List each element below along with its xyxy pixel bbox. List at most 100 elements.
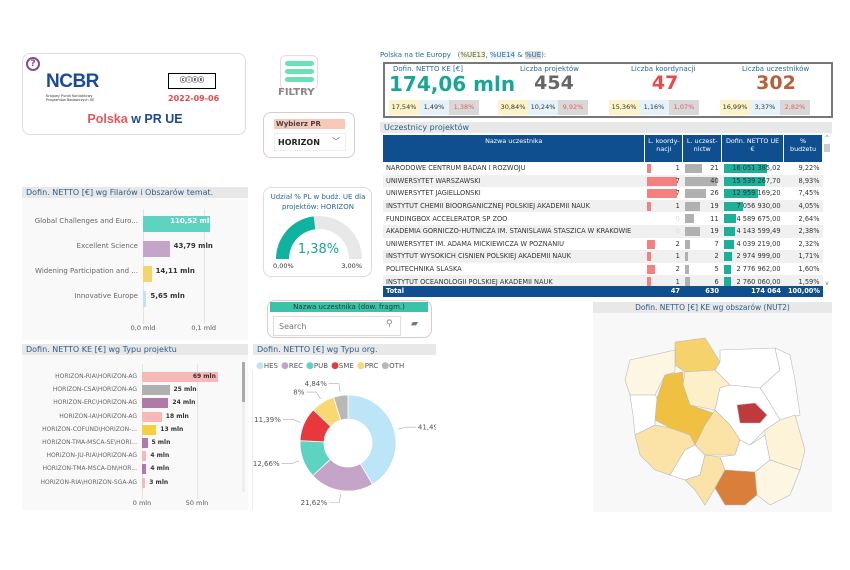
budget-share-cell: 1,60% <box>798 265 820 274</box>
project-type-scrollbar[interactable] <box>242 362 245 492</box>
table-row[interactable]: UNIWERSYTET WARSZAWSKI 7 40 15 539 267,70 8,… <box>383 174 823 188</box>
kpi-card: Liczba projektów 454 30,84% 10,24% 9,92% <box>498 64 608 118</box>
table-row[interactable]: FUNDINGBOX ACCELERATOR SP ZOO 0 11 4 589 67… <box>383 212 823 225</box>
funding-bar <box>723 176 766 186</box>
funding-cell: 4 589 675,00 <box>722 212 784 225</box>
bar-value-label: 69 mln <box>192 373 216 380</box>
gauge-card: Udział % PL w budż. UE dla projektów: HO… <box>263 187 372 277</box>
bar-value-label: 4 mln <box>150 452 170 460</box>
budget-share-cell: 9,22% <box>798 164 820 173</box>
participations-cell: 2 <box>682 250 722 263</box>
participations-cell: 21 <box>683 162 722 175</box>
org-type-title: Dofin. NETTO [€] wg Typu org. <box>253 344 436 355</box>
total-cell: 174 064 439,75 <box>751 287 781 295</box>
bar-value-label: 5,65 mln <box>150 292 185 300</box>
bar-label: HORIZON-TMA-MSCA-SE\HORI... <box>42 439 137 446</box>
coordinations-cell: 0 <box>675 214 680 223</box>
participants-title: Uczestnicy projektów <box>380 122 832 133</box>
region-pomorskie[interactable] <box>674 337 721 373</box>
coordinations-cell: 1 <box>644 250 683 263</box>
bar-value-label: 24 mln <box>172 399 196 407</box>
filters-label: FILTRY <box>278 87 315 98</box>
bar <box>142 385 170 396</box>
donut-slice-hes[interactable] <box>347 394 397 485</box>
coordinations-bar <box>646 277 652 287</box>
kpi-box: Dofin. NETTO KE [€] 174,06 mln 17,54% 1,49%… <box>383 62 833 118</box>
column-header[interactable]: % budżetu <box>783 135 823 162</box>
coordinations-cell: 1 <box>645 162 683 175</box>
table-row[interactable]: INSTYTUT CHEMII BIOORGANICZNEJ POLSKIEJ … <box>383 199 823 213</box>
bar <box>142 411 162 422</box>
legend-item[interactable]: ●SME <box>331 361 354 371</box>
funding-bar <box>723 264 732 274</box>
table-row[interactable]: POLITECHNIKA SLASKA 2 5 2 776 962,00 1,60% <box>383 263 823 276</box>
donut-slice-oth[interactable] <box>333 394 349 421</box>
funding-cell: 12 959 169,20 <box>722 187 784 200</box>
pillars-chart-panel <box>22 187 248 340</box>
funding-cell: 7 056 930,00 <box>721 199 784 213</box>
funding-bar <box>723 277 732 287</box>
funding-bar <box>723 164 767 173</box>
region-lubuskie[interactable] <box>629 394 658 436</box>
budget-share-cell: 1,71% <box>783 250 823 263</box>
participations-bar <box>684 264 689 274</box>
leader-line <box>306 391 321 399</box>
funding-cell: 16 051 385,02 <box>722 162 784 175</box>
table-row[interactable]: INSTYTUT WYSOKICH CISNIEN POLSKIEJ AKADE… <box>383 250 823 263</box>
kpi-pct-ue: 9,92% <box>558 100 588 115</box>
funding-cell: 4 039 219,00 <box>722 238 784 251</box>
column-header[interactable]: L. uczest-nictw <box>682 135 723 162</box>
participant-name: UNIWERSYTET IM. ADAMA MICKIEWICZA W POZN… <box>386 239 564 248</box>
funding-bar <box>723 239 735 249</box>
budget-share-cell: 4,05% <box>783 199 823 213</box>
participations-bar <box>684 176 717 186</box>
table-row[interactable]: AKADEMIA GORNICZO-HUTNICZA IM. STANISLAW… <box>383 224 823 238</box>
legend-item[interactable]: ●HES <box>256 361 278 371</box>
funding-bar <box>723 201 743 211</box>
legend-item[interactable]: ●REC <box>281 361 304 371</box>
region-zachodniopomorskie[interactable] <box>624 349 676 396</box>
region-podkarpackie[interactable] <box>754 459 801 506</box>
table-scrollbar[interactable]: ^ v <box>824 135 830 287</box>
table-row[interactable]: NARODOWE CENTRUM BADAN I ROZWOJU 1 21 16 05… <box>383 162 823 175</box>
org-type-legend: ●HES ●REC ●PUB ●SME ●PRC ●OTH <box>256 361 407 371</box>
pillars-chart: Global Challenges and Euro... 110,52 mln E… <box>22 187 248 340</box>
cc-license-icon: ⓒⓘⓔⓔ <box>168 73 216 89</box>
bar <box>143 291 147 307</box>
program-select[interactable]: HORIZON ﹀ <box>274 133 346 151</box>
participant-name: POLITECHNIKA SLASKA <box>386 265 462 274</box>
kpi-pct-ue13: 30,84% <box>498 100 528 115</box>
filters-button[interactable] <box>280 55 318 90</box>
bar <box>143 241 170 257</box>
help-icon[interactable]: ? <box>26 57 40 71</box>
slice-label: 8% <box>293 389 304 397</box>
legend-item[interactable]: ●OTH <box>381 361 405 371</box>
column-header[interactable]: Dofin. NETTO UE € <box>721 135 785 162</box>
table-row[interactable]: UNIWERSYTET IM. ADAMA MICKIEWICZA W POZN… <box>383 238 823 251</box>
column-header[interactable]: Nazwa uczestnika <box>383 135 646 162</box>
budget-share-cell: 8,93% <box>783 174 823 188</box>
coordinations-bar <box>646 201 652 211</box>
table-row[interactable]: INSTYTUT OCEANOLOGII POLSKIEJ AKADEMII N… <box>383 275 823 288</box>
legend-item[interactable]: ●PUB <box>306 361 329 371</box>
search-card: Nazwa uczestnika (dow. fragm.) ⚲ ▰ <box>267 300 432 338</box>
slice-label: 21,62% <box>301 499 328 507</box>
region-warszawski-stoleczny[interactable] <box>736 402 768 424</box>
x-tick-label: 0 mln <box>132 499 152 507</box>
kpi-pct-ue14: 3,37% <box>750 100 780 115</box>
legend-item[interactable]: ●PRC <box>356 361 379 371</box>
column-header[interactable]: L. koordy-nacji <box>644 135 684 162</box>
kpi-value: 302 <box>756 72 796 94</box>
coordinations-bar <box>646 189 677 199</box>
bar-value-label: 5 mln <box>151 439 171 446</box>
eraser-icon[interactable]: ▰ <box>411 319 418 329</box>
bar-label: Excellent Science <box>76 242 138 250</box>
bar <box>142 464 147 475</box>
bar-label: HORIZON-ERC\HORIZON-AG <box>53 399 137 407</box>
kpi-card: Liczba koordynacji 47 15,36% 1,16% 1,07% <box>609 64 719 118</box>
table-row[interactable]: UNIWERSYTET JAGIELLONSKI 7 26 12 959 169,20… <box>383 187 823 200</box>
participations-bar <box>684 239 691 249</box>
search-input[interactable] <box>273 316 401 336</box>
date-label: 2022-09-06 <box>168 94 220 103</box>
budget-share-cell: 1,59% <box>783 275 823 288</box>
